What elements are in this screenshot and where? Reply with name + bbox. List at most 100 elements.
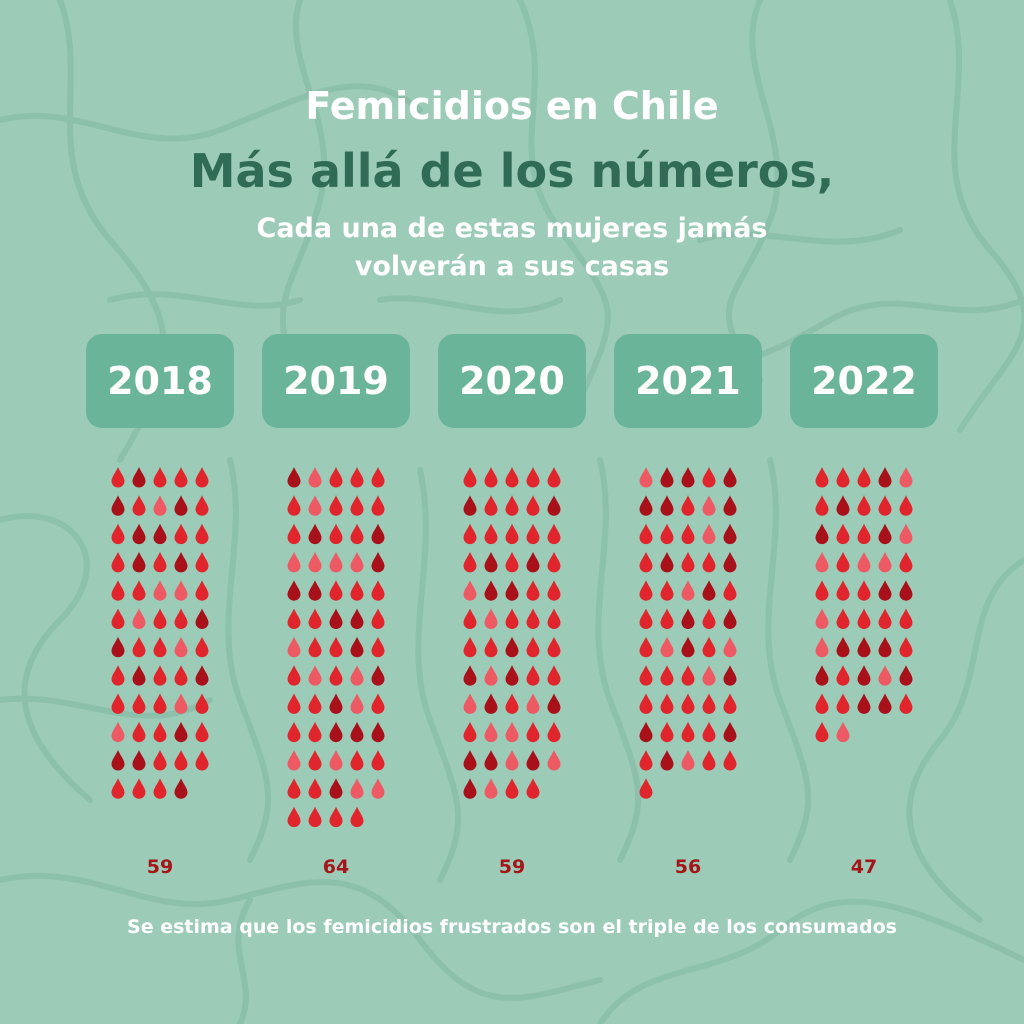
- blood-drop-icon: [371, 693, 385, 714]
- count-label-2019: 64: [322, 856, 350, 878]
- blood-drop-icon: [132, 580, 146, 601]
- blood-drop-icon: [547, 693, 561, 714]
- blood-drop-icon: [371, 551, 385, 573]
- year-label-2022: 2022: [790, 334, 938, 428]
- blood-drop-icon: [153, 693, 167, 714]
- count-label-2021: 56: [674, 856, 702, 878]
- blood-drop-icon: [132, 523, 146, 545]
- blood-drop-icon: [287, 778, 301, 799]
- blood-drop-icon: [899, 467, 913, 488]
- blood-drop-icon: [547, 551, 561, 573]
- blood-drop-icon: [547, 580, 561, 601]
- blood-drop-icon: [308, 580, 322, 601]
- blood-drop-icon: [132, 608, 146, 629]
- blood-drop-icon: [639, 665, 653, 686]
- blood-drop-icon: [836, 693, 850, 714]
- blood-drop-icon: [371, 750, 385, 771]
- blood-drop-icon: [484, 778, 498, 799]
- blood-drop-icon: [899, 495, 913, 516]
- blood-drop-icon: [329, 778, 343, 799]
- blood-drop-icon: [505, 467, 519, 488]
- blood-drop-icon: [484, 693, 498, 714]
- blood-drop-icon: [484, 551, 498, 573]
- blood-drop-icon: [329, 750, 343, 771]
- year-label-2020: 2020: [438, 334, 586, 428]
- blood-drop-icon: [857, 608, 871, 629]
- blood-drop-icon: [111, 778, 125, 799]
- blood-drop-icon: [639, 693, 653, 714]
- blood-drop-icon: [174, 750, 188, 771]
- blood-drop-icon: [815, 580, 829, 601]
- blood-drop-icon: [723, 636, 737, 658]
- blood-drop-icon: [660, 750, 674, 771]
- blood-drop-icon: [505, 665, 519, 686]
- blood-drop-icon: [660, 636, 674, 658]
- blood-drop-icon: [463, 665, 477, 686]
- blood-drop-icon: [505, 721, 519, 743]
- blood-drop-icon: [195, 495, 209, 516]
- blood-drop-icon: [195, 467, 209, 488]
- blood-drop-icon: [702, 750, 716, 771]
- blood-drop-icon: [526, 693, 540, 714]
- blood-drop-icon: [681, 721, 695, 743]
- blood-drop-icon: [547, 495, 561, 516]
- blood-drop-icon: [723, 665, 737, 686]
- blood-drop-icon: [463, 778, 477, 799]
- blood-drop-icon: [329, 551, 343, 573]
- blood-drop-icon: [287, 750, 301, 771]
- blood-drop-icon: [153, 580, 167, 601]
- blood-drop-icon: [287, 665, 301, 686]
- blood-drop-icon: [132, 467, 146, 488]
- blood-drop-icon: [526, 721, 540, 743]
- blood-drop-icon: [371, 523, 385, 545]
- blood-drop-icon: [723, 693, 737, 714]
- blood-drop-icon: [878, 636, 892, 658]
- blood-drop-icon: [878, 495, 892, 516]
- blood-drop-icon: [308, 636, 322, 658]
- blood-drop-icon: [660, 523, 674, 545]
- blood-drop-icon: [350, 523, 364, 545]
- blood-drop-icon: [195, 580, 209, 601]
- blood-drop-icon: [681, 580, 695, 601]
- blood-drop-icon: [639, 580, 653, 601]
- blood-drop-icon: [702, 608, 716, 629]
- blood-drop-icon: [132, 721, 146, 743]
- blood-drop-icon: [287, 523, 301, 545]
- blood-drop-icon: [815, 721, 829, 743]
- blood-drop-icon: [350, 495, 364, 516]
- blood-drop-icon: [132, 693, 146, 714]
- blood-drop-icon: [857, 551, 871, 573]
- blood-drop-icon: [195, 693, 209, 714]
- blood-drop-icon: [308, 806, 322, 828]
- year-label-2021: 2021: [614, 334, 762, 428]
- blood-drop-icon: [723, 523, 737, 545]
- blood-drop-icon: [899, 665, 913, 686]
- blood-drop-icon: [526, 636, 540, 658]
- blood-drop-icon: [526, 551, 540, 573]
- blood-drop-icon: [547, 608, 561, 629]
- blood-drop-icon: [153, 551, 167, 573]
- blood-drop-icon: [639, 523, 653, 545]
- blood-drop-icon: [899, 580, 913, 601]
- blood-drop-icon: [174, 693, 188, 714]
- blood-drop-icon: [857, 523, 871, 545]
- blood-drop-icon: [329, 806, 343, 828]
- blood-drop-icon: [484, 523, 498, 545]
- blood-drop-icon: [153, 778, 167, 799]
- blood-drop-icon: [660, 608, 674, 629]
- blood-drop-icon: [153, 467, 167, 488]
- footnote: Se estima que los femicidios frustrados …: [127, 916, 897, 938]
- blood-drop-icon: [308, 495, 322, 516]
- blood-drop-icon: [195, 721, 209, 743]
- blood-drop-icon: [463, 523, 477, 545]
- blood-drop-icon: [111, 636, 125, 658]
- blood-drop-icon: [702, 636, 716, 658]
- blood-drop-icon: [505, 636, 519, 658]
- blood-drop-icon: [287, 721, 301, 743]
- blood-drop-icon: [132, 495, 146, 516]
- blood-drop-icon: [371, 778, 385, 799]
- blood-drop-icon: [174, 778, 188, 799]
- blood-drop-icon: [329, 636, 343, 658]
- year-label-2019: 2019: [262, 334, 410, 428]
- blood-drop-icon: [526, 750, 540, 771]
